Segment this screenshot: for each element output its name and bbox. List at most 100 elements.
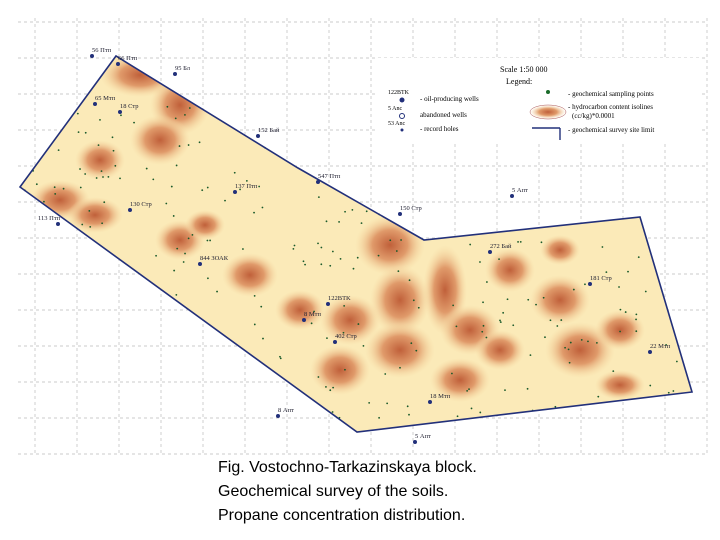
sampling-point [99,119,101,121]
well-label: 272 Бай [490,243,512,250]
sampling-point [649,384,652,387]
sampling-point [512,324,515,327]
scale: Scale 1:50 000 [500,65,548,74]
sampling-point [502,311,505,314]
map: Scale 1:50 000 Legend: 122BTK 5 Anc 53 A… [18,18,708,455]
concentration-area [430,358,490,402]
sampling-point [595,342,598,344]
sampling-point [320,263,323,266]
sampling-point [535,303,537,306]
well [173,72,177,76]
sampling-point [133,121,135,124]
well [302,318,306,322]
well [588,282,592,286]
sampling-point [417,306,420,309]
sampling-point [313,310,315,313]
sampling-point [174,117,177,120]
sampling-point [482,324,485,327]
concentration-area [67,197,123,233]
sampling-point [665,343,668,346]
symbol-label: 53 Anc [388,121,406,127]
sampling-point [317,242,319,245]
sampling-point [580,338,583,341]
sampling-point [325,220,328,223]
sampling-point [120,114,122,117]
sampling-point [258,185,261,188]
well [93,102,97,106]
sampling-point [145,167,148,170]
sampling-point [317,376,320,378]
sampling-point [79,168,81,170]
site-limit [18,54,694,433]
sampling-point [470,407,473,410]
well-label: 5 Апт [512,187,528,194]
sampling-point [549,319,552,322]
sampling-point [95,177,98,179]
sampling-point [245,179,248,182]
well-label: 66 Птп [118,55,138,62]
concentration-area [595,310,645,350]
sampling-point [325,386,327,388]
sampling-point [635,313,638,316]
sampling-point [412,299,415,302]
sampling-point [540,241,543,244]
well [256,134,260,138]
well-label: 22 Мтп [650,343,671,350]
sampling-point [253,294,256,297]
sampling-point [79,186,82,189]
sampling-point [619,308,622,311]
sampling-point [155,254,157,257]
sampling-point [81,223,84,226]
sampling-point [77,131,80,133]
sampling-point [101,222,104,225]
sampling-point [191,234,194,236]
well [488,250,492,254]
sampling-point [201,189,204,192]
well-label: 113 Птп [38,215,61,222]
sampling-point [406,405,409,408]
well-label: 844 ЗОАК [200,255,229,262]
sampling-point [338,221,340,223]
sampling-point [499,321,502,324]
sampling-point [43,200,45,203]
well [510,194,514,198]
sampling-point [326,337,328,340]
sampling-point [233,171,236,174]
sampling-point [408,279,411,282]
sampling-point [187,144,190,146]
sampling-point [601,246,604,248]
sampling-point [182,261,185,263]
well [413,440,417,444]
sampling-point [400,239,402,241]
sampling-point [498,258,500,261]
sampling-point [119,177,121,180]
sampling-point [207,277,209,280]
sampling-point [399,366,401,369]
sampling-point [368,401,371,404]
sampling-point [627,270,629,273]
well [316,180,320,184]
well-label: 8 Мтп [304,311,321,318]
concentration-area [355,215,425,275]
sampling-point [331,250,334,253]
sampling-point [339,257,342,260]
sampling-point [187,237,190,240]
sampling-point [351,208,354,211]
well-label: 65 Мтп [95,95,116,102]
sampling-point [468,388,470,391]
well-label: 130 Стр [130,201,152,208]
well-label: 8 Апт [278,407,294,414]
sampling-point [344,368,346,371]
concentration-area [540,235,580,265]
symbol-label: 122BTK [388,90,410,96]
well [116,62,120,66]
concentration-area [185,210,225,240]
sampling-point [304,263,306,266]
sampling-point [568,361,571,364]
well-label: 402 Стр [335,333,357,340]
sampling-point [408,413,410,416]
sampling-point [317,196,320,199]
well [333,340,337,344]
sampling-point [356,256,359,259]
caption-line: Geochemical survey of the soils. [218,483,449,500]
